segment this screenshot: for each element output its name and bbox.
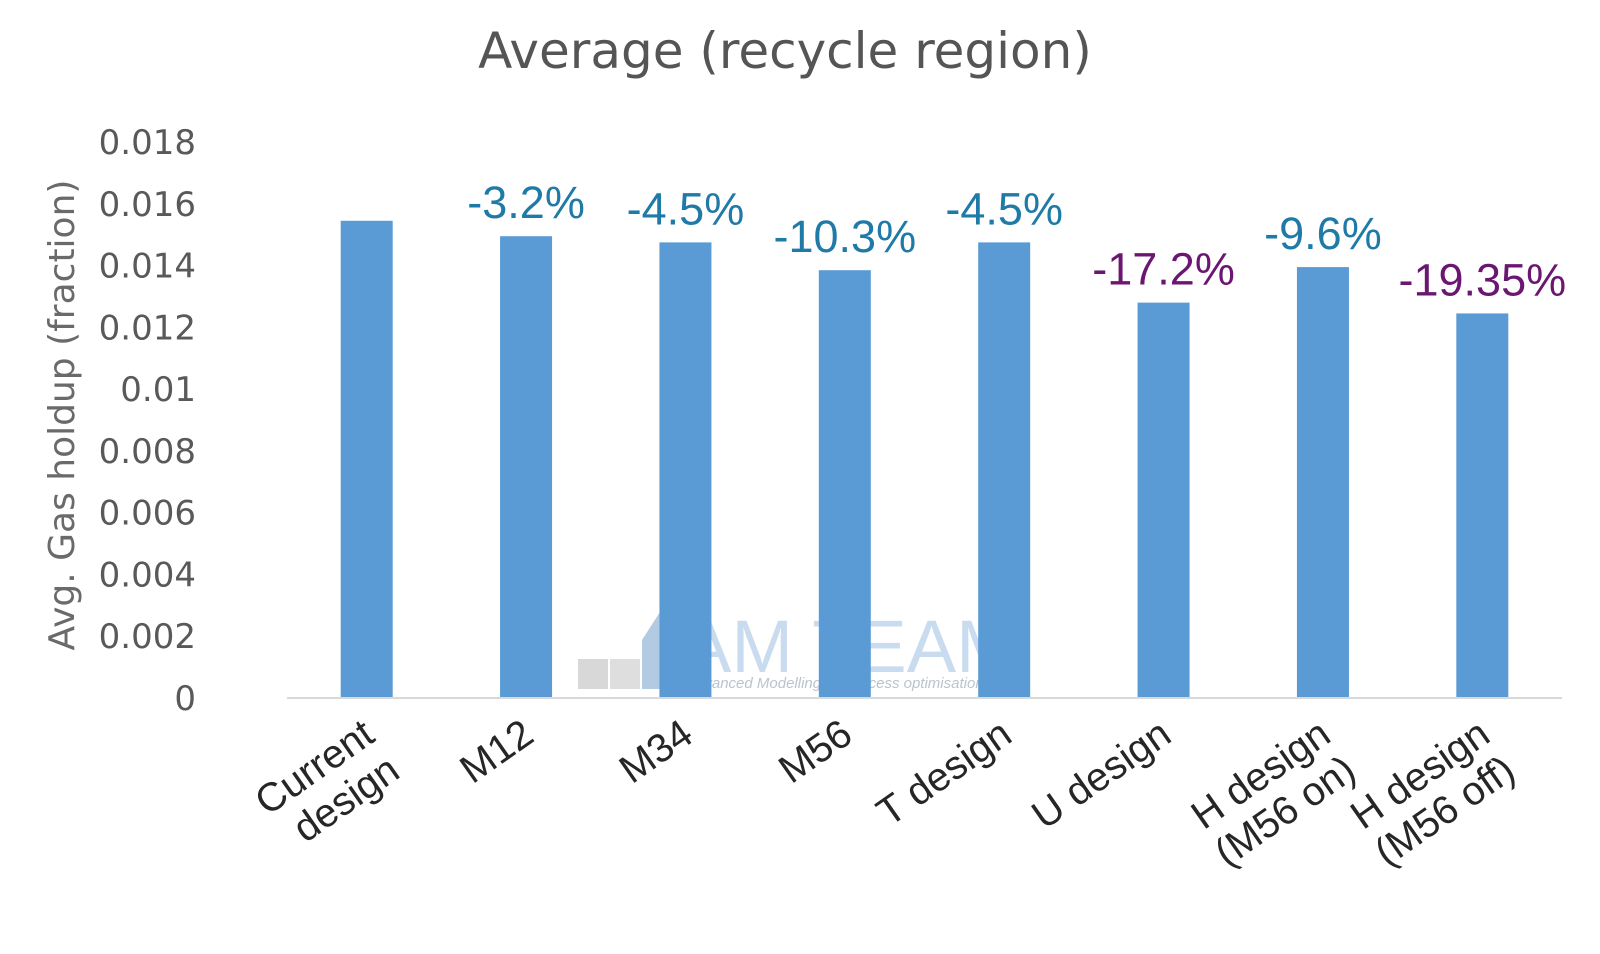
data-label: -4.5% [945,183,1063,234]
bar [659,242,712,698]
data-label: -10.3% [774,211,917,262]
bar [500,236,553,698]
data-label: -4.5% [627,183,745,234]
y-tick-label: 0.012 [99,308,196,348]
x-tick-line: M56 [771,711,860,792]
data-label: -19.35% [1399,254,1567,305]
x-tick-label: M56 [771,711,860,792]
bar [1296,267,1349,698]
bar [1456,313,1509,698]
x-tick-label: H design(M56 off) [1342,711,1523,874]
x-tick-label: M12 [452,711,541,792]
bar [340,220,393,698]
watermark-logo: AM TEAM Advanced Modelling for process o… [578,605,1018,692]
data-label: -17.2% [1092,244,1235,295]
bar [978,242,1031,698]
x-tick-line: U design [1024,711,1179,838]
x-tick-label: T design [869,711,1019,835]
chart-title: Average (recycle region) [478,22,1092,80]
y-tick-label: 0.018 [99,123,196,163]
watermark-square-2 [610,659,640,689]
y-tick-label: 0.006 [99,494,196,534]
x-tick-label: U design [1024,711,1179,838]
x-tick-line: T design [869,711,1019,835]
bar [1137,302,1190,698]
y-tick-label: 0.014 [99,247,196,287]
y-axis-ticks: 0 0.002 0.004 0.006 0.008 0.01 0.012 0.014 0.016… [99,123,196,719]
y-tick-label: 0.002 [99,617,196,657]
y-tick-label: 0.004 [99,555,196,595]
y-axis-label: Avg. Gas holdup (fraction) [42,180,83,651]
y-tick-label: 0.01 [120,370,196,410]
data-label: -9.6% [1264,208,1382,259]
y-tick-label: 0 [174,679,196,719]
watermark-square-1 [578,659,608,689]
x-axis-ticks: Currentdesign M12 M34 M56 T design U design H … [247,711,1522,875]
x-tick-line: M34 [612,711,701,792]
x-tick-label: H design(M56 on) [1182,711,1364,875]
y-tick-label: 0.008 [99,432,196,472]
bars [340,220,1509,698]
y-tick-label: 0.016 [99,185,196,225]
data-label: -3.2% [467,177,585,228]
x-tick-label: M34 [612,711,701,792]
data-labels: -3.2% -4.5% -10.3% -4.5% -17.2% -9.6% -19.35% [467,177,1566,305]
bar [818,270,871,698]
x-tick-line: M12 [452,711,541,792]
x-tick-label: Currentdesign [247,711,407,860]
